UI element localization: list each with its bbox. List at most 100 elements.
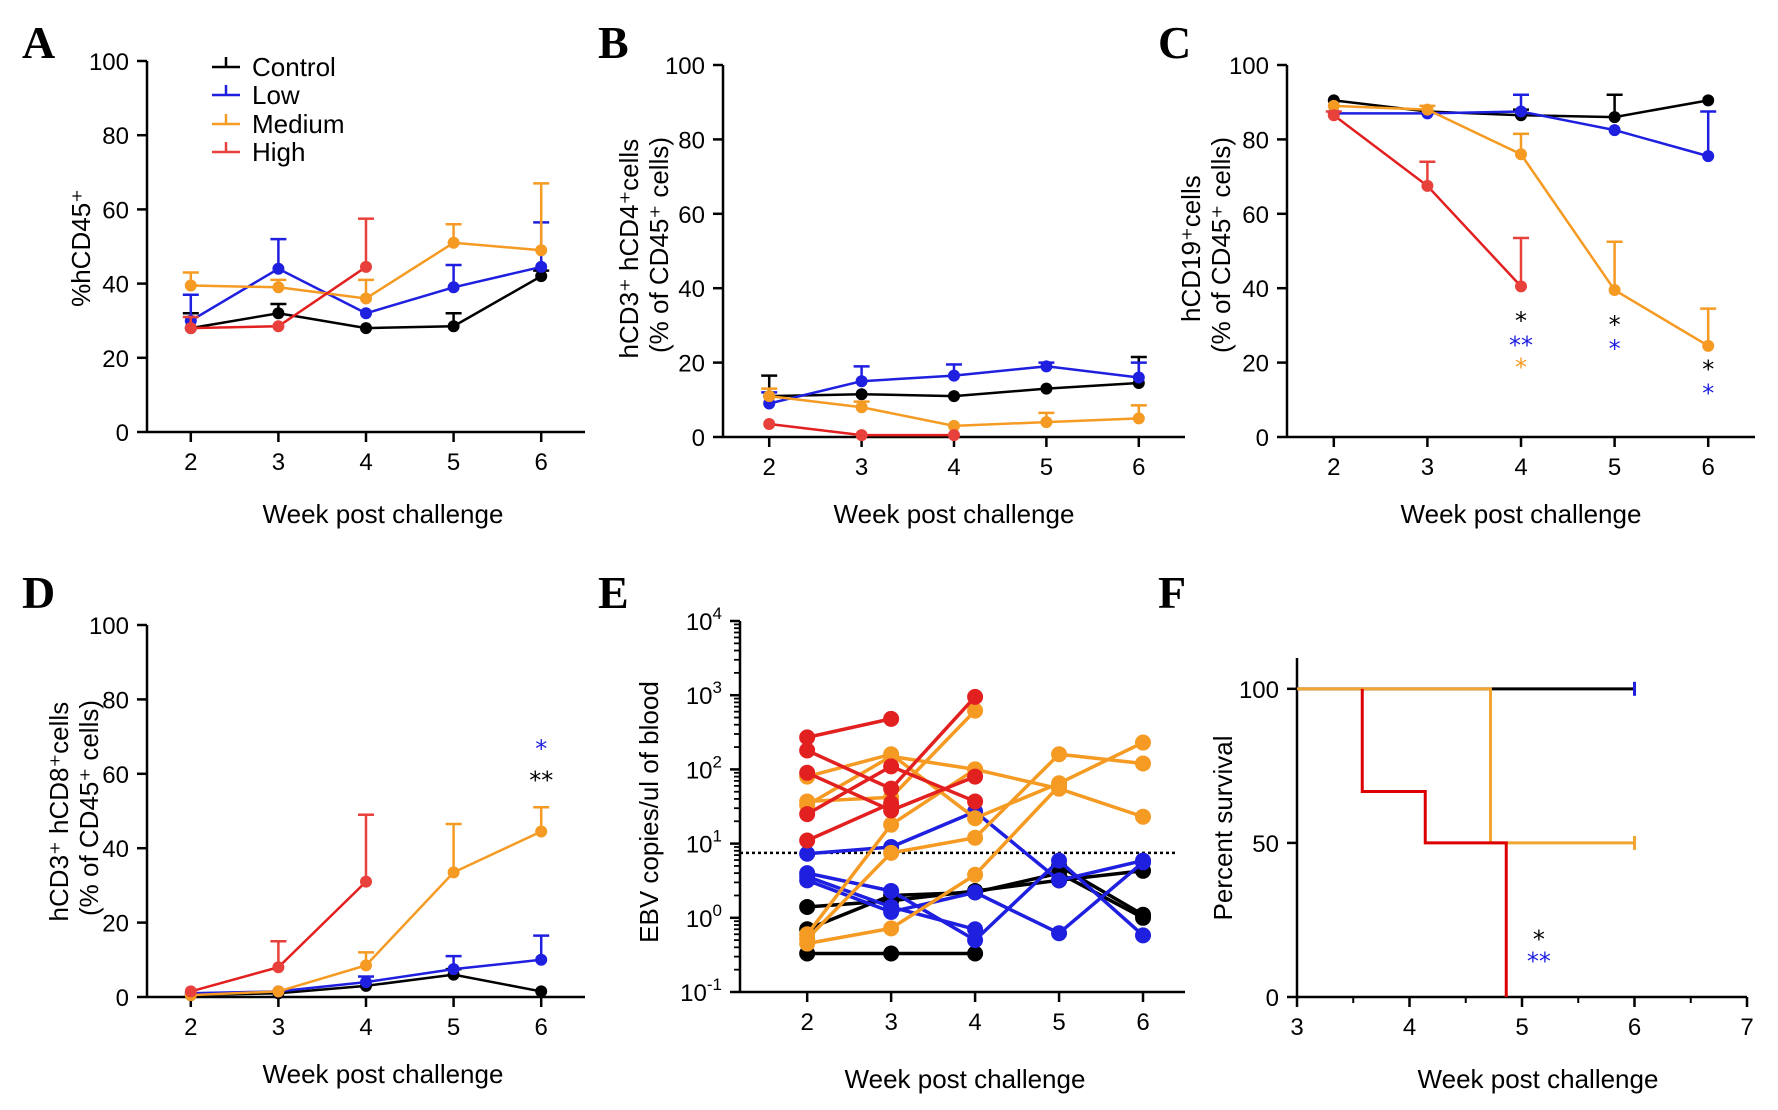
panel-d: D Week post challenge hCD3⁺ hCD8⁺cells (… (22, 567, 585, 1089)
series-low (1327, 93, 1717, 163)
y-tick-label: 100 (1239, 677, 1279, 704)
data-point (184, 322, 197, 335)
data-point (1051, 872, 1068, 889)
data-point (1515, 280, 1527, 293)
legend-item-control: Control (212, 52, 336, 82)
y-tick-label: 20 (102, 346, 129, 373)
x-tick-label: 6 (535, 1014, 548, 1041)
legend-item-low: Low (212, 80, 300, 110)
series-high (763, 417, 960, 442)
y-axis-label-line: hCD3⁺ hCD4⁺cells (614, 139, 644, 359)
data-point (535, 953, 548, 966)
significance-marker: * (1702, 355, 1714, 383)
data-point (855, 375, 868, 388)
y-tick-exponent: 4 (713, 604, 722, 623)
x-tick-label: 6 (1628, 1014, 1641, 1041)
x-tick-label: 4 (968, 1009, 981, 1036)
series-line (190, 880, 367, 993)
x-axis-label: Week post challenge (1418, 1064, 1659, 1094)
x-tick-label: 6 (1136, 1009, 1149, 1036)
panel-a: A Week post challenge %hCD45⁺ Control Lo… (22, 17, 585, 529)
data-point (1421, 103, 1434, 116)
data-point (883, 882, 900, 899)
panel-label: A (22, 17, 55, 68)
significance-marker: * (1515, 307, 1527, 335)
data-point (799, 898, 816, 915)
survival-high (1360, 688, 1508, 997)
subject-high (799, 795, 900, 849)
significance-marker: * (1609, 311, 1621, 339)
data-point (535, 260, 548, 273)
data-point (1051, 852, 1068, 869)
data-point (535, 985, 548, 998)
data-point (1135, 755, 1152, 772)
data-point (799, 806, 816, 823)
y-axis-label: EBV copies/ul of blood (634, 681, 664, 943)
x-tick-label: 5 (1515, 1014, 1528, 1041)
data-point (1421, 179, 1434, 192)
x-axis-label: Week post challenge (263, 1059, 504, 1089)
data-point (883, 920, 900, 937)
subject-high (799, 758, 984, 823)
subject-line (806, 784, 1061, 946)
y-axis-label-line: hCD19⁺cells (1176, 175, 1206, 322)
y-tick-label: 60 (102, 197, 129, 224)
data-point (1327, 99, 1340, 112)
y-axis-label-line: %hCD45⁺ (66, 189, 96, 307)
x-axis-label: Week post challenge (834, 499, 1075, 529)
data-point (1702, 150, 1715, 163)
data-point (967, 768, 984, 785)
y-axis-label: hCD3⁺ hCD8⁺cells (% of CD45⁺ cells) (44, 695, 104, 922)
series-medium (761, 387, 1147, 432)
subject-medium (799, 777, 1068, 952)
x-tick-label: 4 (1403, 1014, 1416, 1041)
x-axis-label: Week post challenge (845, 1064, 1086, 1094)
y-tick-base: 10 (680, 980, 707, 1007)
data-point (1040, 382, 1053, 395)
x-tick-label: 3 (272, 449, 285, 476)
legend-item-high: High (212, 137, 305, 167)
data-point (360, 322, 372, 335)
y-tick-label: 40 (1242, 276, 1269, 303)
y-tick-label: 103 (686, 678, 722, 710)
y-tick-base: 10 (686, 683, 713, 710)
x-tick-label: 5 (1040, 454, 1053, 481)
y-tick-label: 40 (102, 272, 129, 299)
data-point (1135, 927, 1152, 944)
subject-line (806, 717, 892, 740)
x-tick-label: 4 (947, 454, 960, 481)
y-tick-label: 104 (686, 604, 722, 636)
significance-marker: * (1515, 354, 1527, 382)
y-tick-label: 80 (1242, 127, 1269, 154)
data-point (535, 825, 548, 838)
data-point (184, 985, 197, 998)
data-point (360, 875, 372, 888)
data-point (1051, 925, 1068, 942)
data-point (799, 764, 816, 781)
data-point (799, 832, 816, 849)
y-tick-exponent: 0 (713, 901, 722, 920)
data-point (855, 429, 868, 442)
y-tick-label: 100 (665, 53, 705, 80)
y-tick-label: 50 (1252, 831, 1279, 858)
data-point (799, 729, 816, 746)
data-point (272, 262, 285, 275)
data-point (184, 279, 197, 292)
subject-low (799, 854, 1152, 942)
significance-marker: * (1533, 926, 1545, 954)
data-point (799, 926, 816, 943)
x-tick-label: 6 (535, 449, 548, 476)
y-tick-label: 100 (89, 613, 129, 640)
data-point (763, 390, 776, 403)
x-tick-label: 2 (184, 449, 197, 476)
data-point (1051, 746, 1068, 763)
data-point (272, 985, 285, 998)
data-point (948, 390, 960, 403)
series-high (1325, 109, 1529, 293)
significance-marker: * (1609, 335, 1621, 363)
y-tick-label: 0 (692, 425, 705, 452)
data-point (535, 244, 548, 257)
